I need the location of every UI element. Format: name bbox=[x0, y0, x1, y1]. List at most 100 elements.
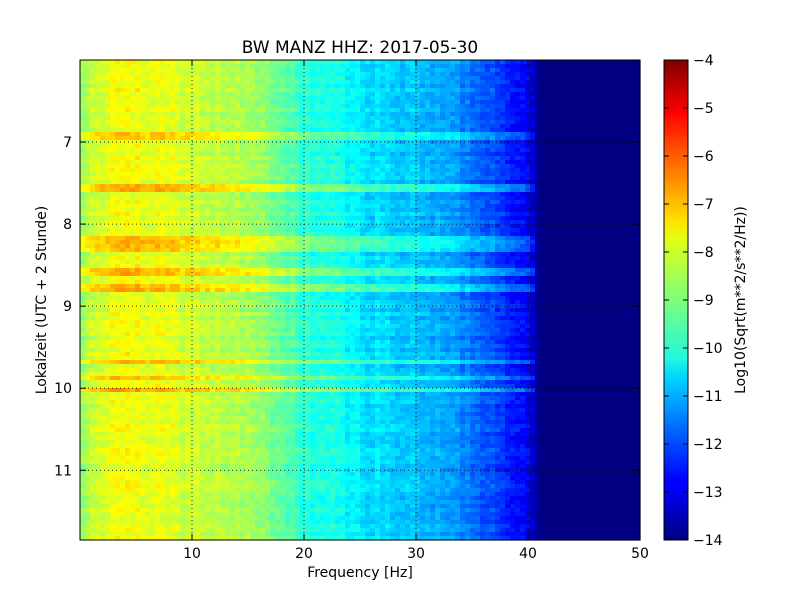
heatmap-cell bbox=[520, 156, 526, 161]
heatmap-cell bbox=[370, 208, 376, 213]
heatmap-cell bbox=[280, 232, 286, 237]
heatmap-cell bbox=[260, 92, 266, 97]
heatmap-cell bbox=[290, 76, 296, 81]
heatmap-cell bbox=[465, 192, 471, 197]
heatmap-cell bbox=[310, 216, 316, 221]
heatmap-cell bbox=[355, 136, 361, 141]
heatmap-cell bbox=[250, 172, 256, 177]
heatmap-cell bbox=[110, 148, 116, 153]
heatmap-cell bbox=[200, 212, 206, 217]
heatmap-cell bbox=[175, 116, 181, 121]
heatmap-cell bbox=[200, 184, 206, 189]
heatmap-cell bbox=[240, 220, 246, 225]
heatmap-cell bbox=[225, 68, 231, 73]
heatmap-cell bbox=[570, 92, 576, 97]
heatmap-cell bbox=[330, 100, 336, 105]
heatmap-cell bbox=[205, 216, 211, 221]
heatmap-cell bbox=[470, 76, 476, 81]
heatmap-cell bbox=[365, 120, 371, 125]
heatmap-cell bbox=[495, 212, 501, 217]
heatmap-cell bbox=[630, 196, 636, 201]
heatmap-cell bbox=[635, 84, 641, 89]
heatmap-cell bbox=[600, 192, 606, 197]
heatmap-cell bbox=[255, 64, 261, 69]
heatmap-cell bbox=[195, 212, 201, 217]
heatmap-cell bbox=[410, 128, 416, 133]
heatmap-cell bbox=[365, 232, 371, 237]
heatmap-cell bbox=[370, 232, 376, 237]
heatmap-cell bbox=[600, 188, 606, 193]
heatmap-cell bbox=[245, 100, 251, 105]
heatmap-cell bbox=[395, 208, 401, 213]
heatmap-cell bbox=[245, 132, 251, 137]
heatmap-cell bbox=[480, 232, 486, 237]
heatmap-cell bbox=[635, 68, 641, 73]
heatmap-cell bbox=[490, 116, 496, 121]
heatmap-cell bbox=[395, 120, 401, 125]
heatmap-cell bbox=[430, 212, 436, 217]
heatmap-cell bbox=[170, 112, 176, 117]
heatmap-cell bbox=[580, 180, 586, 185]
heatmap-cell bbox=[460, 132, 466, 137]
heatmap-cell bbox=[565, 160, 571, 165]
heatmap-cell bbox=[230, 164, 236, 169]
heatmap-cell bbox=[165, 80, 171, 85]
heatmap-cell bbox=[165, 72, 171, 77]
heatmap-cell bbox=[550, 188, 556, 193]
heatmap-cell bbox=[545, 204, 551, 209]
heatmap-cell bbox=[305, 64, 311, 69]
heatmap-cell bbox=[495, 224, 501, 229]
heatmap-cell bbox=[270, 176, 276, 181]
heatmap-cell bbox=[395, 204, 401, 209]
heatmap-cell bbox=[605, 92, 611, 97]
heatmap-cell bbox=[85, 180, 91, 185]
heatmap-cell bbox=[400, 196, 406, 201]
heatmap-cell bbox=[185, 80, 191, 85]
heatmap-cell bbox=[240, 148, 246, 153]
heatmap-cell bbox=[550, 156, 556, 161]
heatmap-cell bbox=[120, 216, 126, 221]
heatmap-cell bbox=[630, 116, 636, 121]
heatmap-cell bbox=[540, 152, 546, 157]
heatmap-cell bbox=[395, 112, 401, 117]
heatmap-cell bbox=[260, 168, 266, 173]
heatmap-cell bbox=[465, 180, 471, 185]
heatmap-cell bbox=[285, 200, 291, 205]
heatmap-cell bbox=[130, 68, 136, 73]
heatmap-cell bbox=[360, 220, 366, 225]
heatmap-cell bbox=[375, 68, 381, 73]
heatmap-cell bbox=[400, 108, 406, 113]
heatmap-cell bbox=[530, 192, 536, 197]
heatmap-cell bbox=[120, 176, 126, 181]
heatmap-cell bbox=[605, 116, 611, 121]
heatmap-cell bbox=[215, 188, 221, 193]
heatmap-cell bbox=[395, 72, 401, 77]
heatmap-cell bbox=[560, 152, 566, 157]
heatmap-cell bbox=[380, 176, 386, 181]
heatmap-cell bbox=[515, 180, 521, 185]
heatmap-cell bbox=[500, 152, 506, 157]
heatmap-cell bbox=[235, 164, 241, 169]
heatmap-cell bbox=[600, 216, 606, 221]
heatmap-cell bbox=[520, 100, 526, 105]
heatmap-cell bbox=[555, 76, 561, 81]
heatmap-cell bbox=[160, 88, 166, 93]
heatmap-cell bbox=[160, 160, 166, 165]
heatmap-cell bbox=[475, 84, 481, 89]
heatmap-cell bbox=[250, 156, 256, 161]
heatmap-cell bbox=[425, 220, 431, 225]
heatmap-cell bbox=[505, 204, 511, 209]
heatmap-cell bbox=[580, 188, 586, 193]
heatmap-cell bbox=[155, 228, 161, 233]
heatmap-cell bbox=[135, 64, 141, 69]
heatmap-cell bbox=[150, 208, 156, 213]
heatmap-cell bbox=[530, 204, 536, 209]
heatmap-cell bbox=[295, 120, 301, 125]
heatmap-cell bbox=[170, 208, 176, 213]
heatmap-cell bbox=[530, 152, 536, 157]
heatmap-cell bbox=[345, 160, 351, 165]
heatmap-cell bbox=[280, 136, 286, 141]
heatmap-cell bbox=[480, 124, 486, 129]
heatmap-cell bbox=[390, 116, 396, 121]
heatmap-cell bbox=[270, 100, 276, 105]
